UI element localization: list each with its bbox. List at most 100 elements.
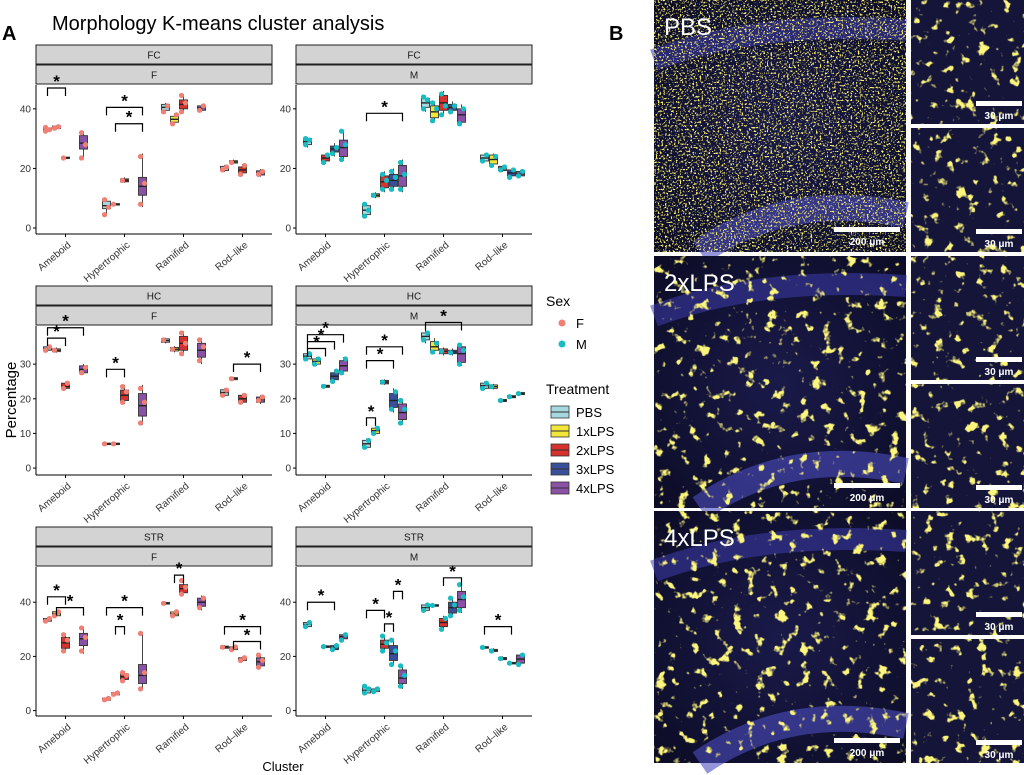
data-point — [137, 153, 144, 160]
box-1xlps — [370, 425, 381, 437]
legend-treatment-label: 3xLPS — [576, 462, 615, 477]
panel-a-letter: A — [2, 23, 16, 45]
x-tick-label: Ameboid — [296, 481, 333, 515]
bracket-line — [46, 87, 67, 96]
scale-bar-small — [976, 357, 1022, 362]
box-1xlps — [228, 159, 238, 166]
data-point — [114, 690, 121, 696]
data-point — [51, 613, 58, 619]
box-2xlps — [497, 397, 507, 404]
data-point — [78, 155, 85, 161]
significance-bracket: * — [365, 402, 377, 426]
x-tick-label: Rod–like — [214, 481, 251, 515]
data-point — [78, 648, 85, 654]
data-point — [42, 128, 49, 134]
box-1xlps — [110, 201, 120, 207]
data-point — [429, 602, 436, 609]
bracket-line — [114, 123, 144, 132]
data-point — [141, 399, 148, 405]
data-point — [228, 376, 235, 382]
data-point — [182, 584, 189, 590]
data-point — [51, 347, 58, 353]
data-point — [383, 177, 390, 183]
data-point — [442, 615, 449, 622]
plot-area — [36, 567, 272, 716]
box-1xlps — [228, 376, 238, 382]
box-4xlps — [338, 632, 349, 643]
data-point — [306, 137, 313, 143]
bracket-line — [173, 574, 185, 584]
scale-label-small: 30 μm — [985, 622, 1014, 633]
x-tick-label: Rod–like — [474, 481, 511, 515]
box-2xlps — [119, 177, 129, 183]
data-point — [137, 630, 144, 636]
box-4xlps — [78, 625, 89, 654]
bracket-line — [383, 623, 395, 632]
data-point — [320, 383, 327, 389]
data-point — [456, 121, 463, 127]
significance-bracket: * — [46, 581, 67, 605]
significance-star: * — [53, 322, 60, 341]
y-tick-label: 20 — [280, 164, 292, 175]
micrograph-row-4xlps: 4xLPS 200 μm 30 μm 30 μm — [650, 511, 1024, 774]
x-tick-label: Ramified — [414, 481, 451, 515]
box-pbs — [479, 644, 489, 651]
significance-bracket: * — [365, 345, 395, 369]
data-point — [456, 582, 463, 588]
data-point — [492, 153, 499, 160]
data-point — [200, 103, 207, 109]
data-point — [361, 201, 368, 207]
data-point — [232, 644, 239, 650]
data-point — [119, 177, 126, 183]
bracket-line — [46, 327, 85, 336]
data-point — [237, 171, 244, 177]
box-2xlps — [438, 347, 448, 356]
data-point — [315, 356, 322, 362]
data-point — [60, 648, 67, 654]
legend-treatment-label: 1xLPS — [576, 424, 615, 439]
data-point — [456, 607, 463, 613]
strip-region — [295, 526, 533, 547]
significance-star: * — [318, 586, 325, 605]
strip-region-label: STR — [144, 533, 164, 544]
data-point — [361, 683, 368, 689]
box-2xlps — [119, 384, 130, 405]
data-point — [519, 652, 526, 658]
data-point — [219, 167, 226, 173]
facet-fc-f: FC F 0 20 40 Ameboid Hypertrophic Ramified Rod–l… — [20, 44, 273, 285]
scale-label-large: 200 μm — [850, 748, 885, 759]
data-point — [105, 204, 112, 210]
data-point — [329, 378, 336, 385]
data-point — [255, 652, 262, 658]
plot-area — [36, 85, 272, 234]
data-point — [228, 647, 235, 653]
strip-region-label: FC — [147, 51, 160, 62]
data-point — [196, 358, 203, 364]
y-tick-label: 20 — [20, 652, 32, 663]
significance-star: * — [53, 581, 60, 600]
bracket-line — [105, 368, 126, 378]
scale-bar-large — [834, 227, 900, 232]
box-4xlps — [515, 168, 526, 179]
data-point — [228, 159, 235, 166]
box-2xlps — [60, 155, 70, 161]
data-point — [392, 174, 399, 180]
microglia-texture — [654, 256, 906, 508]
y-tick-label: 40 — [20, 598, 32, 609]
significance-star: * — [495, 611, 502, 630]
data-point — [160, 600, 167, 606]
facet-fc-m: FC M 0 20 40 Ameboid Hypertrophic Ramified Rod–l… — [280, 44, 533, 285]
data-point — [255, 171, 262, 177]
y-tick-label: 10 — [280, 429, 292, 440]
data-point — [101, 212, 108, 218]
data-point — [401, 171, 408, 177]
data-point — [506, 660, 513, 666]
box-pbs — [361, 437, 372, 450]
box-2xlps — [497, 164, 508, 173]
bracket-line — [114, 626, 126, 635]
data-point — [365, 686, 372, 692]
data-point — [196, 605, 203, 611]
data-point — [338, 637, 345, 643]
data-point — [55, 124, 62, 130]
box-2xlps — [60, 632, 71, 654]
